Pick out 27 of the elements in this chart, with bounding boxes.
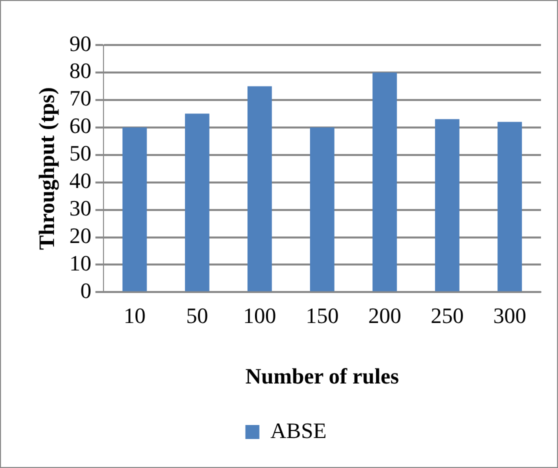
x-axis-title: Number of rules [245,363,400,388]
legend-label: ABSE [270,418,327,443]
x-tick-label: 150 [306,303,339,328]
bar [310,127,334,292]
bar [498,122,522,292]
bar [435,119,460,292]
bar [247,86,272,292]
y-tick-label: 10 [69,250,92,276]
y-tick-label: 20 [69,223,92,248]
x-tick-label: 10 [124,303,146,328]
x-tick-label: 200 [368,303,402,328]
y-tick-label: 0 [80,278,92,303]
y-tick-label: 80 [69,58,92,84]
bar [122,127,147,292]
y-tick-label: 90 [69,30,92,56]
y-tick-label: 40 [69,168,92,194]
x-tick-label: 300 [493,303,526,328]
x-tick-label: 100 [243,303,276,328]
x-tick-label: 250 [430,303,464,328]
y-tick-label: 70 [69,86,92,111]
y-tick-label: 60 [69,113,92,138]
x-tick-label: 50 [186,303,208,328]
y-tick-label: 30 [69,196,92,221]
y-axis-title: Throughput (tps) [34,87,59,250]
bar [372,72,397,292]
y-tick-label: 50 [69,140,92,166]
bar [184,114,210,292]
